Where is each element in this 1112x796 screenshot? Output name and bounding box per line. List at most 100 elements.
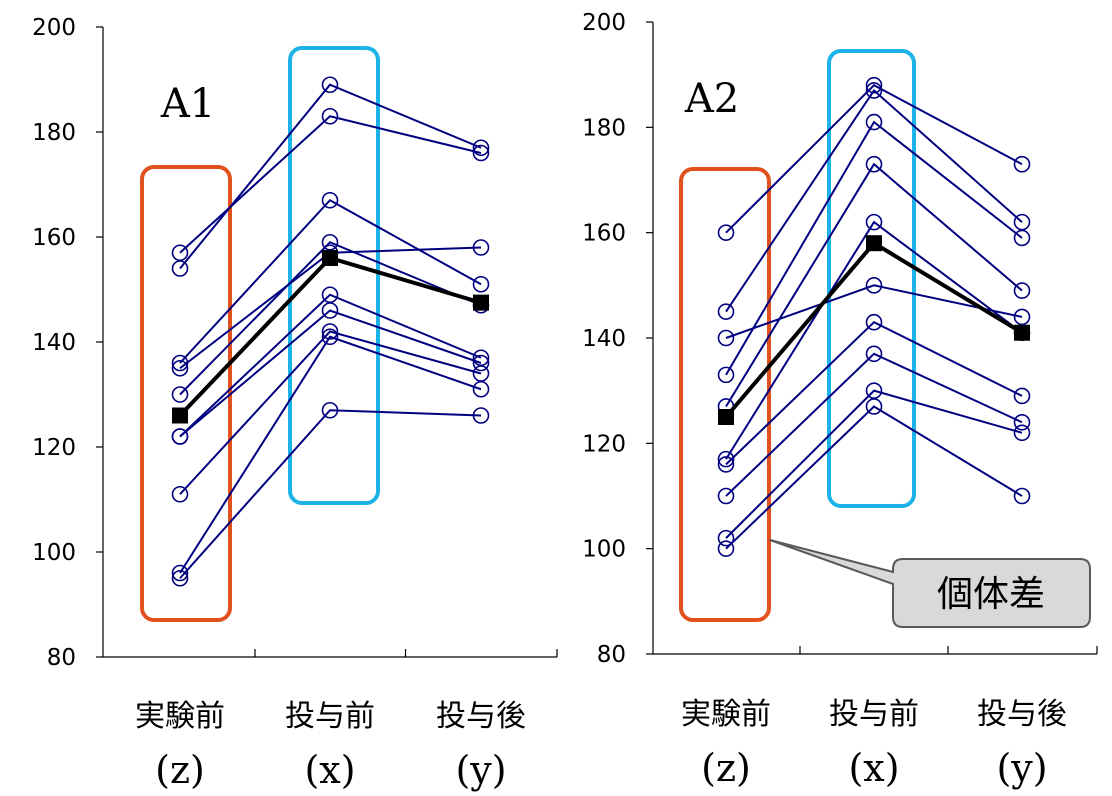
- individual-point: [1013, 213, 1031, 231]
- individual-point: [1013, 308, 1031, 326]
- y-tick-label: 120: [32, 435, 76, 461]
- individual-point: [865, 155, 883, 173]
- individual-series-line: [725, 352, 1023, 497]
- individual-point: [321, 76, 339, 94]
- y-tick-label: 80: [47, 645, 76, 671]
- individual-point: [321, 302, 339, 319]
- mean-point: [866, 235, 882, 252]
- individual-series-line: [725, 162, 1023, 407]
- callout-individual-difference: 個体差: [769, 539, 1091, 628]
- individual-point: [321, 191, 339, 209]
- individual-point: [472, 239, 490, 256]
- individual-point: [865, 76, 883, 94]
- individual-point: [1013, 413, 1031, 431]
- individual-point: [171, 485, 189, 503]
- y-tick-label: 140: [582, 326, 626, 352]
- panel-a2: 80 100 120 140 160 180 200 実験前 投与前 投与後 (z) (x) (y) A2: [582, 10, 1098, 790]
- y-tick-label: 100: [32, 540, 76, 566]
- individual-point: [1013, 424, 1031, 442]
- individual-point: [717, 329, 735, 347]
- x-category-label: 実験前: [681, 697, 771, 732]
- individual-series-line: [179, 309, 482, 438]
- individual-point: [171, 386, 189, 403]
- individual-point: [1013, 387, 1031, 405]
- individual-point: [717, 224, 735, 241]
- individual-series-line: [725, 284, 1023, 339]
- x-category-symbol: (z): [155, 748, 205, 792]
- x-category-label: 投与後: [436, 699, 526, 734]
- x-category-symbol: (x): [848, 746, 899, 790]
- individual-point: [171, 359, 189, 377]
- individual-series-line: [179, 409, 482, 579]
- y-tick-label: 120: [582, 431, 626, 457]
- individual-point: [171, 569, 189, 587]
- x-category-symbol: (y): [455, 748, 506, 792]
- individual-series-line: [179, 330, 482, 495]
- mean-point: [718, 409, 734, 425]
- panel-a1: 80 100 120 140 160 180 200 実験前 投与前 投与後 (z) (x) (y) A1: [32, 15, 558, 792]
- individual-series-line: [179, 293, 482, 438]
- individual-point: [1013, 155, 1031, 173]
- individual-series-line: [725, 320, 1023, 466]
- y-tick-label: 80: [597, 642, 626, 668]
- individual-series-line: [725, 83, 1023, 234]
- highlight-box-pre-dose: [827, 49, 916, 508]
- mean-point: [1014, 324, 1030, 341]
- individual-point: [321, 401, 339, 419]
- individual-series-line: [179, 198, 482, 364]
- individual-series-line: [725, 220, 1023, 460]
- individual-point: [717, 529, 735, 547]
- individual-point: [321, 233, 339, 251]
- individual-point: [321, 107, 339, 125]
- individual-series-line: [725, 120, 1023, 376]
- individual-point: [717, 366, 735, 384]
- x-category-label: 投与前: [829, 697, 919, 732]
- individual-point: [171, 564, 189, 582]
- y-tick-label: 180: [32, 120, 76, 146]
- panel-title: A2: [684, 76, 739, 122]
- y-tick-label: 200: [582, 10, 626, 36]
- individual-point: [865, 345, 883, 363]
- individual-point: [472, 407, 490, 424]
- individual-point: [321, 328, 339, 346]
- x-category-label: 投与前: [285, 699, 375, 734]
- x-category-symbol: (y): [996, 746, 1047, 790]
- individual-point: [171, 428, 189, 445]
- panel-title: A1: [160, 81, 215, 127]
- individual-series-line: [179, 241, 482, 396]
- individual-point: [717, 303, 735, 320]
- x-category-symbol: (x): [304, 748, 355, 792]
- y-tick-label: 140: [32, 330, 76, 356]
- highlight-box-pre-experiment: [679, 167, 771, 622]
- individual-point: [717, 456, 735, 473]
- individual-point: [472, 275, 490, 293]
- individual-point: [865, 113, 883, 131]
- y-tick-label: 100: [582, 537, 626, 563]
- individual-point: [1013, 229, 1031, 247]
- mean-point: [473, 294, 489, 311]
- individual-point: [472, 354, 490, 372]
- mean-point: [172, 407, 188, 424]
- individual-point: [1013, 282, 1031, 299]
- individual-series-line: [179, 83, 482, 270]
- callout-shape: [769, 539, 1091, 628]
- individual-point: [171, 260, 189, 277]
- individual-point: [717, 540, 735, 557]
- x-category-symbol: (z): [701, 746, 751, 790]
- individual-point: [1013, 487, 1031, 505]
- y-tick-label: 160: [582, 221, 626, 247]
- x-category-label: 投与後: [977, 697, 1067, 732]
- individual-series-line: [725, 405, 1023, 550]
- y-tick-label: 200: [32, 15, 76, 41]
- individual-series-line: [725, 88, 1023, 313]
- y-tick-label: 180: [582, 115, 626, 141]
- individual-point: [865, 213, 883, 231]
- individual-point: [865, 382, 883, 399]
- individual-point: [865, 277, 883, 294]
- highlight-box-pre-dose: [288, 46, 380, 505]
- x-category-label: 実験前: [135, 699, 225, 734]
- highlight-box-pre-experiment: [140, 165, 232, 622]
- individual-point: [472, 144, 490, 162]
- individual-point: [472, 380, 490, 398]
